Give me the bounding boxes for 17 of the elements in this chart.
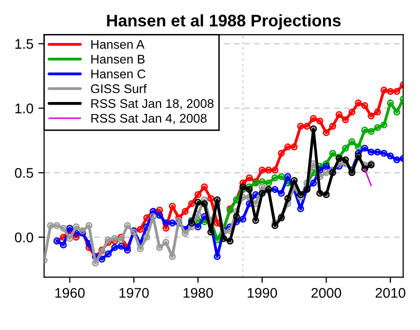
x-tick-label: 1970 (119, 288, 149, 298)
y-tick-label: 1.0 (15, 104, 34, 114)
legend-label: Hansen A (91, 40, 145, 49)
chart-title: Hansen et al 1988 Projections (107, 14, 341, 30)
legend-label: GISS Surf (90, 84, 147, 94)
x-tick-label: 2010 (376, 288, 406, 298)
x-tick-label: 2000 (312, 288, 342, 298)
legend-label: Hansen B (91, 54, 145, 64)
legend-label: Hansen C (91, 70, 146, 78)
x-tick-label: 1990 (248, 288, 278, 298)
x-tick-label: 1980 (184, 288, 213, 298)
y-tick-label: 1.5 (15, 39, 34, 49)
y-tick-label: 0.0 (14, 232, 34, 242)
legend-label: RSS Sat Jan 4, 2008 (91, 114, 207, 124)
y-tick-label: 0.5 (14, 168, 34, 178)
legend-label: RSS Sat Jan 18, 2008 (91, 99, 214, 110)
x-tick-label: 1960 (55, 288, 85, 298)
